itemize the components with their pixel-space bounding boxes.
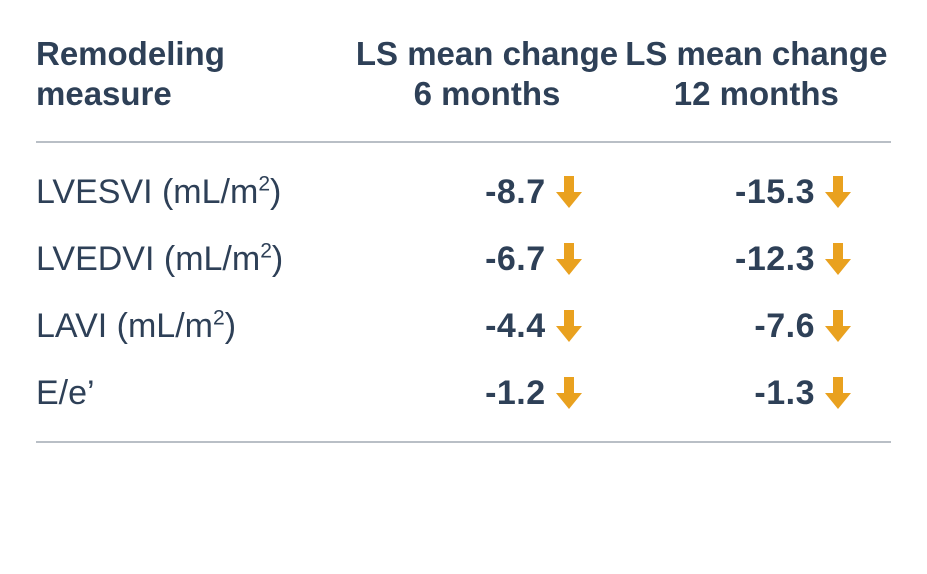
cell-measure: LAVI (mL/m2)	[36, 293, 352, 360]
table-row: E/e’ -1.2 -1.3	[36, 360, 891, 442]
cell-12mo: -12.3	[622, 226, 891, 293]
table-row: LVEDVI (mL/m2) -6.7 -12.3	[36, 226, 891, 293]
table-row: LAVI (mL/m2) -4.4 -7.6	[36, 293, 891, 360]
col-header-12mo-line2: 12 months	[674, 75, 839, 112]
remodeling-table: Remodeling measure LS mean change 6 mont…	[36, 32, 891, 443]
cell-12mo: -1.3	[622, 360, 891, 442]
arrow-down-icon	[825, 377, 851, 409]
col-header-measure: Remodeling measure	[36, 32, 352, 142]
val-6mo: -4.4	[485, 307, 546, 346]
arrow-down-icon	[556, 377, 582, 409]
arrow-down-icon	[556, 243, 582, 275]
val-6mo: -6.7	[485, 240, 546, 279]
arrow-down-icon	[825, 310, 851, 342]
cell-12mo: -15.3	[622, 142, 891, 226]
arrow-down-icon	[825, 176, 851, 208]
val-12mo: -15.3	[735, 173, 815, 212]
cell-measure: LVEDVI (mL/m2)	[36, 226, 352, 293]
col-header-6mo: LS mean change 6 months	[352, 32, 621, 142]
cell-12mo: -7.6	[622, 293, 891, 360]
col-header-6mo-line2: 6 months	[414, 75, 561, 112]
col-header-12mo: LS mean change 12 months	[622, 32, 891, 142]
measure-text: LVESVI (mL/m2)	[36, 173, 281, 211]
measure-text: LVEDVI (mL/m2)	[36, 240, 283, 278]
cell-6mo: -6.7	[352, 226, 621, 293]
table-container: Remodeling measure LS mean change 6 mont…	[0, 0, 927, 574]
measure-text: LAVI (mL/m2)	[36, 307, 236, 345]
table-row: LVESVI (mL/m2) -8.7 -15.3	[36, 142, 891, 226]
cell-6mo: -8.7	[352, 142, 621, 226]
val-12mo: -12.3	[735, 240, 815, 279]
cell-measure: E/e’	[36, 360, 352, 442]
cell-measure: LVESVI (mL/m2)	[36, 142, 352, 226]
col-header-6mo-line1: LS mean change	[356, 35, 618, 72]
col-header-12mo-line1: LS mean change	[625, 35, 887, 72]
arrow-down-icon	[556, 176, 582, 208]
cell-6mo: -1.2	[352, 360, 621, 442]
val-6mo: -1.2	[485, 374, 546, 413]
table-header-row: Remodeling measure LS mean change 6 mont…	[36, 32, 891, 142]
val-12mo: -7.6	[754, 307, 815, 346]
arrow-down-icon	[825, 243, 851, 275]
cell-6mo: -4.4	[352, 293, 621, 360]
arrow-down-icon	[556, 310, 582, 342]
val-12mo: -1.3	[754, 374, 815, 413]
measure-text: E/e’	[36, 374, 95, 412]
col-header-measure-line1: Remodeling measure	[36, 35, 225, 112]
val-6mo: -8.7	[485, 173, 546, 212]
